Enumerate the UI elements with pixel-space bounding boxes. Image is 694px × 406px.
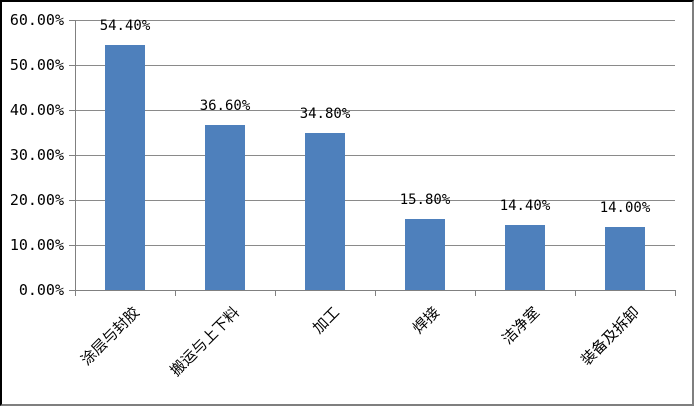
y-axis-tick-label: 30.00% — [9, 146, 64, 164]
bar — [205, 125, 245, 290]
x-axis-tick — [175, 290, 176, 296]
gridline — [75, 245, 675, 246]
bar-value-label: 34.80% — [299, 106, 351, 123]
bar-value-label: 54.40% — [99, 18, 151, 35]
category-label: 焊接 — [409, 303, 444, 338]
y-axis-tick — [69, 245, 75, 246]
x-axis-tick — [75, 290, 76, 296]
y-axis-tick-label: 10.00% — [9, 236, 64, 254]
bar — [105, 45, 145, 290]
x-axis-tick — [475, 290, 476, 296]
y-axis-tick — [69, 110, 75, 111]
bar-value-label: 14.40% — [499, 198, 551, 215]
bar — [305, 133, 345, 290]
y-axis-tick-label: 50.00% — [9, 56, 64, 74]
y-axis-tick — [69, 200, 75, 201]
y-axis-tick-label: 40.00% — [9, 101, 64, 119]
y-axis-tick-label: 0.00% — [18, 281, 64, 299]
bar-value-label: 14.00% — [599, 200, 651, 216]
gridline — [75, 65, 675, 66]
y-axis-tick-label: 20.00% — [9, 191, 64, 209]
category-label: 加工 — [309, 303, 344, 338]
gridline — [75, 155, 675, 156]
x-axis-tick — [375, 290, 376, 296]
y-axis-tick — [69, 290, 75, 291]
category-label: 搬运与上下料 — [166, 303, 244, 380]
y-axis-tick-label: 60.00% — [9, 11, 64, 29]
gridline — [75, 200, 675, 201]
y-axis-tick — [69, 65, 75, 66]
bar-value-label: 15.80% — [399, 191, 451, 208]
bar — [405, 218, 445, 290]
x-axis-tick — [675, 290, 676, 296]
gridline — [75, 110, 675, 111]
x-axis-tick — [575, 290, 576, 296]
bar — [605, 227, 645, 290]
category-label: 装备及拆卸 — [577, 303, 644, 370]
y-axis-tick — [69, 20, 75, 21]
category-label: 洁净室 — [498, 303, 544, 348]
gridline — [75, 20, 675, 21]
bar-value-label: 36.60% — [199, 98, 251, 115]
y-axis-line — [75, 20, 76, 290]
y-axis-tick — [69, 155, 75, 156]
bar — [505, 225, 545, 290]
x-axis-tick — [275, 290, 276, 296]
category-label: 涂层与封胶 — [77, 303, 144, 370]
